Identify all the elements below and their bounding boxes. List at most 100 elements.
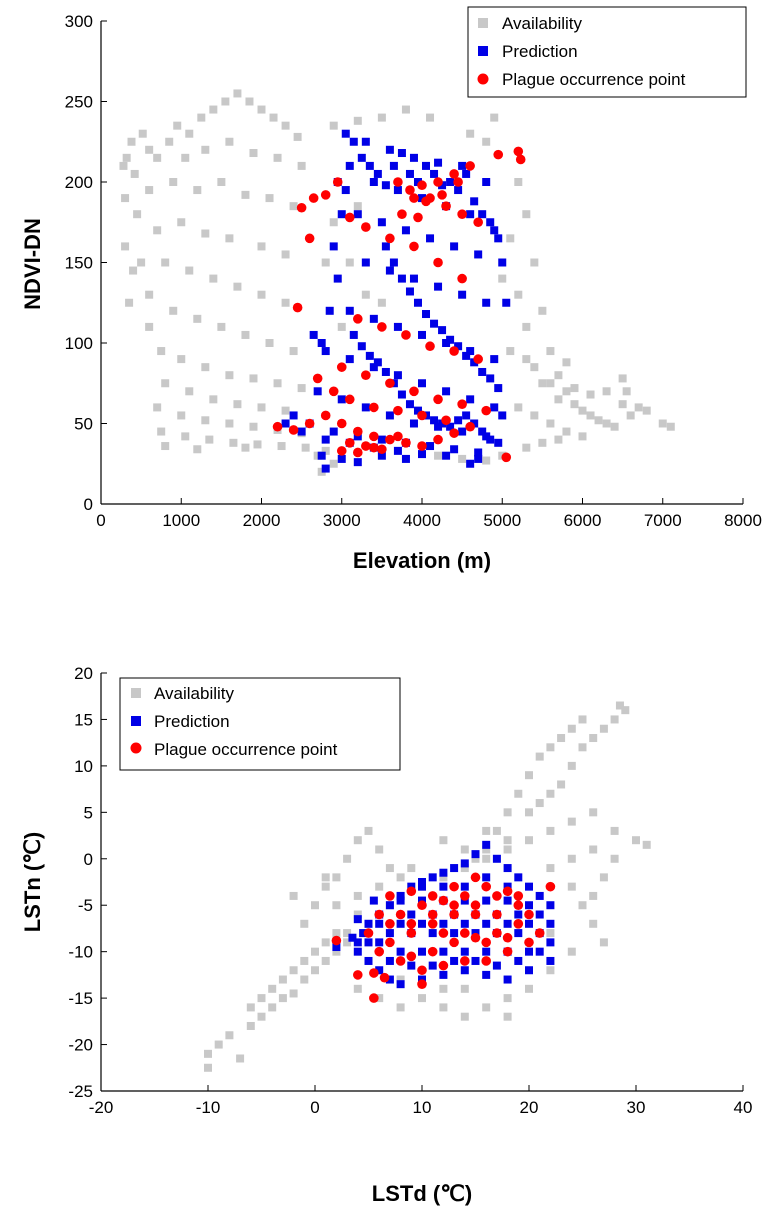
series-plague-occurrence-point [272,146,526,463]
data-point [265,194,274,203]
x-tick-label: 2000 [243,511,281,530]
data-point [460,1012,469,1021]
data-point [165,137,174,146]
data-point [281,121,290,130]
data-point [538,306,547,315]
data-point [401,454,410,463]
data-point [353,447,363,458]
data-point [289,347,298,356]
data-point [506,347,515,356]
data-point [427,909,438,920]
data-point [273,153,282,162]
data-point [379,972,390,983]
data-point [273,379,282,388]
data-point [433,257,443,268]
data-point [375,966,384,975]
data-point [615,701,624,710]
data-point [209,274,218,283]
data-point [473,354,483,364]
data-point [438,960,449,971]
data-point [332,947,341,956]
data-point [214,1040,223,1049]
data-point [268,1003,277,1012]
data-point [599,938,608,947]
data-point [417,441,427,451]
data-point [353,947,362,956]
data-point [474,250,483,259]
data-point [439,868,448,877]
x-tick-label: 30 [627,1098,646,1117]
data-point [482,896,491,905]
data-point [393,177,403,187]
data-point [409,193,419,203]
data-point [610,826,619,835]
data-point [373,358,382,367]
data-point [369,178,378,186]
data-point [458,427,467,436]
data-point [407,864,416,873]
elevation-ndvi-chart: 0 1000 2000 3000 4000 5000 6000 7000 8000 0 50 100 1… [0,0,772,600]
data-point [538,438,547,447]
data-point [554,395,563,404]
data-point [524,909,534,920]
data-point [185,266,194,275]
data-point [329,459,338,468]
data-point [586,411,595,420]
data-point [446,422,455,431]
data-point [482,298,491,307]
data-point [535,752,544,761]
data-point [514,910,523,919]
data-point [486,218,495,227]
data-point [309,330,318,339]
data-point [546,938,555,947]
data-point [375,919,384,928]
legend-availability-label: Availability [502,14,583,33]
data-point [321,873,330,882]
data-point [396,980,405,989]
data-point [470,197,479,206]
data-point [470,872,481,883]
data-point [385,919,395,929]
x-tick-label: 1000 [162,511,200,530]
chart2-xlabel: LSTd (℃) [372,1181,472,1206]
data-point [482,873,491,882]
data-point [438,895,449,906]
data-point [413,212,423,223]
data-point [503,994,512,1003]
data-point [473,217,483,228]
data-point [201,229,210,238]
data-point [396,947,405,956]
data-point [570,384,579,393]
data-point [225,419,234,428]
data-point [426,113,435,122]
data-point [381,367,390,376]
data-point [361,222,371,232]
data-point [546,379,555,388]
data-point [418,947,426,956]
data-point [281,250,290,259]
x-tick-label: 3000 [323,511,361,530]
data-point [427,919,438,929]
data-point [599,873,608,882]
data-point [181,153,190,162]
data-point [393,431,403,442]
data-point [413,406,422,415]
data-point [422,310,431,319]
data-point [460,966,469,975]
data-point [492,961,501,970]
data-point [462,169,471,178]
data-point [449,900,459,911]
data-point [632,836,640,845]
data-point [434,158,443,167]
data-point [513,900,524,911]
data-point [493,149,504,160]
data-point [515,154,526,165]
data-point [353,910,362,919]
data-point [377,113,386,122]
data-point [311,947,319,956]
data-point [153,153,162,162]
data-point [506,234,515,243]
data-point [375,994,384,1003]
data-point [514,403,523,412]
data-point [450,956,459,965]
